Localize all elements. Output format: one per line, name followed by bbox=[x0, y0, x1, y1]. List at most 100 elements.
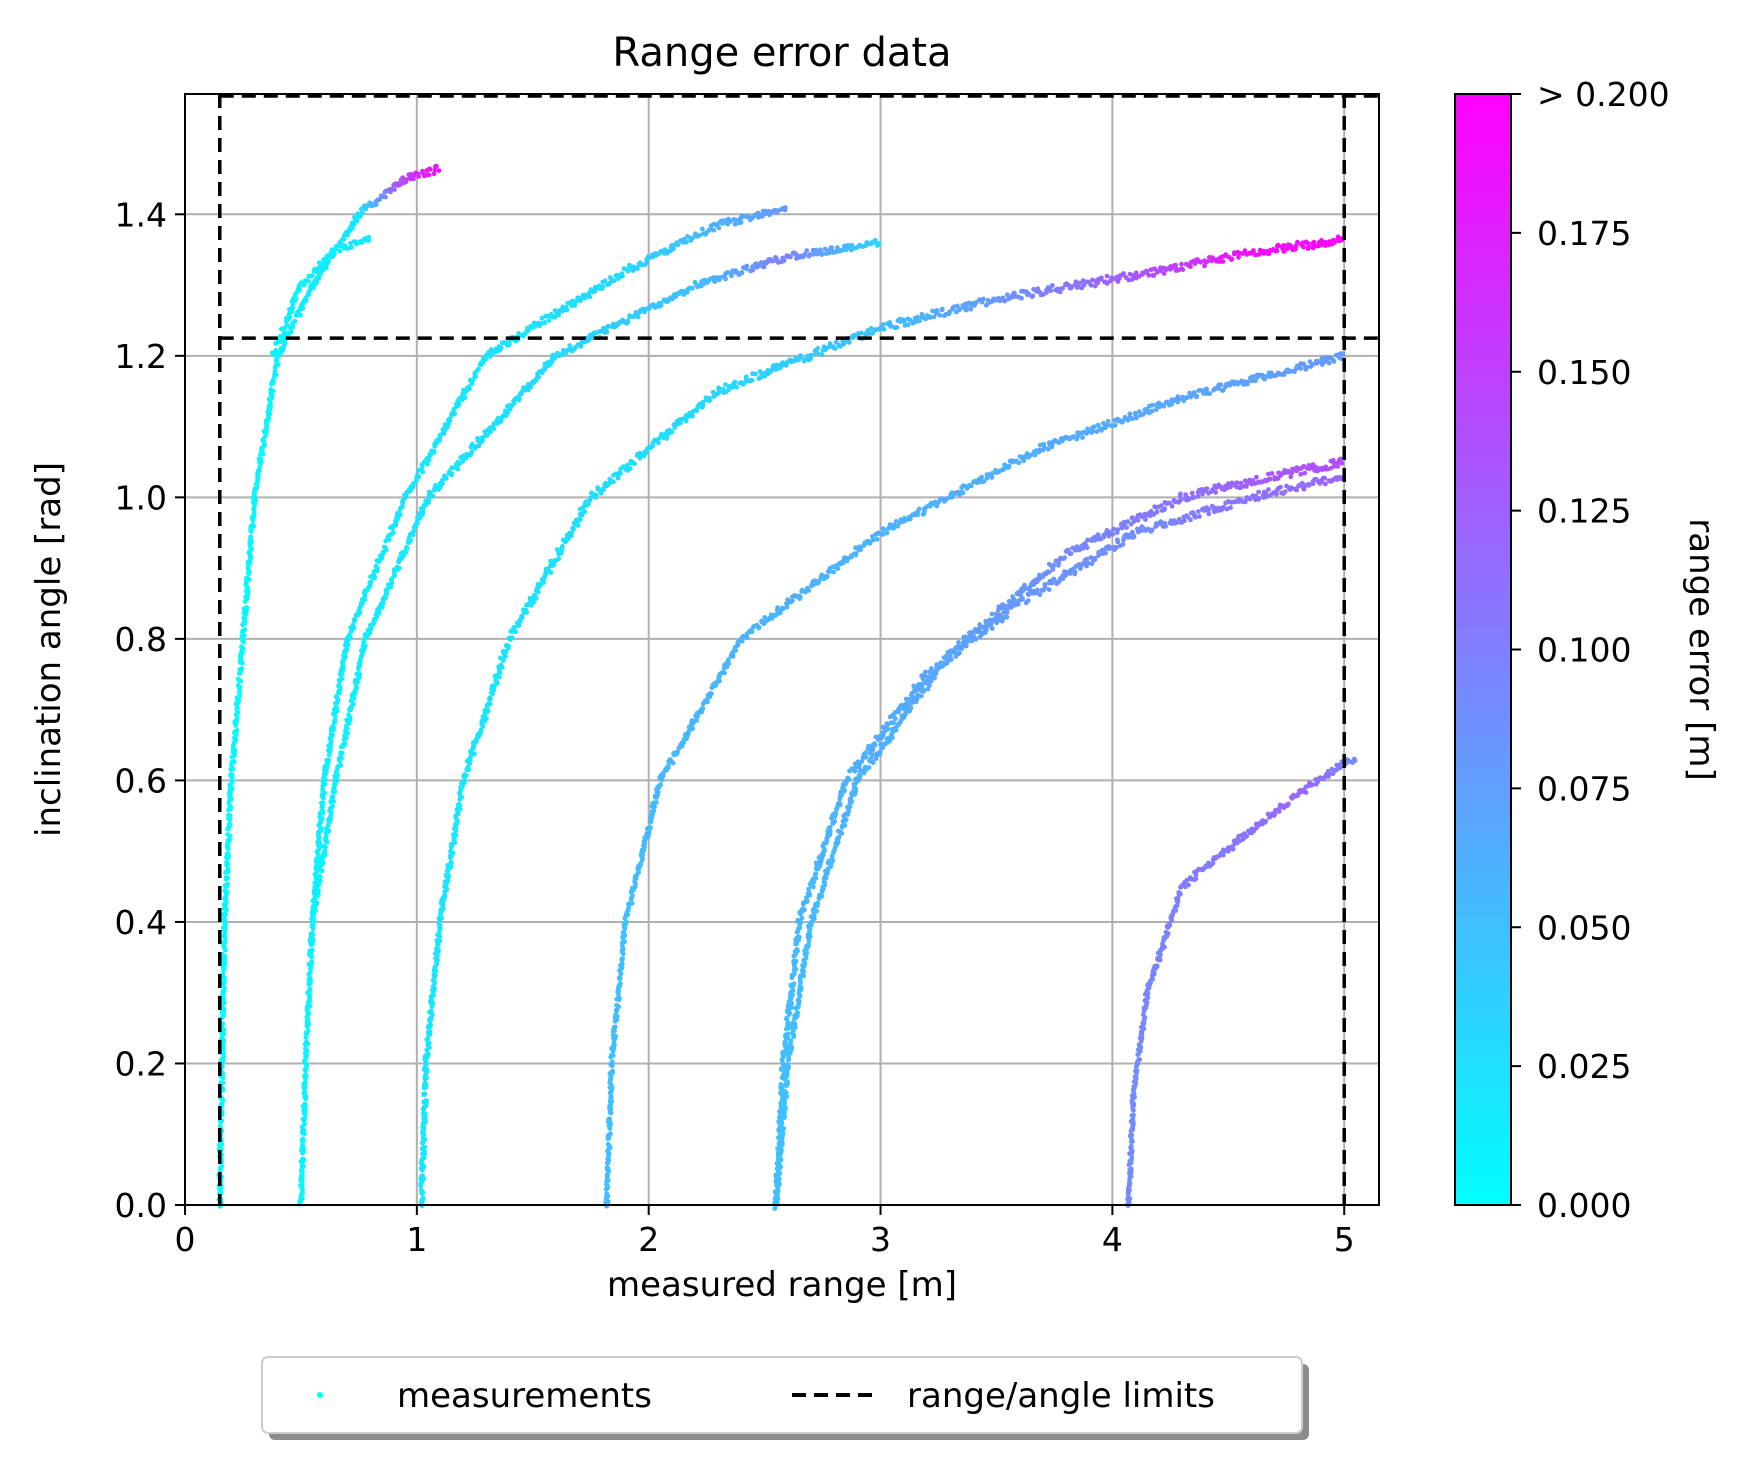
measurement-point bbox=[330, 733, 335, 738]
measurement-point bbox=[1278, 485, 1283, 490]
measurement-point bbox=[821, 849, 826, 854]
measurement-point bbox=[795, 949, 800, 954]
measurement-point bbox=[301, 1138, 306, 1143]
measurement-point bbox=[421, 1196, 426, 1201]
measurement-point bbox=[881, 322, 886, 327]
measurement-point bbox=[1283, 489, 1288, 494]
measurement-point bbox=[332, 789, 337, 794]
measurement-point bbox=[224, 863, 229, 868]
measurement-point bbox=[317, 821, 322, 826]
measurement-point bbox=[432, 986, 437, 991]
measurement-point bbox=[434, 164, 439, 169]
measurement-point bbox=[709, 691, 714, 696]
measurement-point bbox=[1127, 411, 1132, 416]
measurement-point bbox=[412, 529, 417, 534]
measurement-point bbox=[1274, 492, 1279, 497]
measurement-point bbox=[1331, 358, 1336, 363]
measurement-point bbox=[947, 311, 952, 316]
measurement-point bbox=[517, 623, 522, 628]
measurement-point bbox=[424, 1098, 429, 1103]
measurement-point bbox=[454, 833, 459, 838]
measurement-point bbox=[398, 512, 403, 517]
measurement-point bbox=[310, 931, 315, 936]
measurement-point bbox=[813, 872, 818, 877]
measurement-point bbox=[798, 354, 803, 359]
measurement-point bbox=[228, 834, 233, 839]
measurement-point bbox=[632, 461, 637, 466]
measurement-point bbox=[524, 608, 529, 613]
measurement-point bbox=[609, 1053, 614, 1058]
measurement-point bbox=[434, 946, 439, 951]
measurement-point bbox=[881, 725, 886, 730]
measurement-point bbox=[740, 639, 745, 644]
measurement-point bbox=[230, 778, 235, 783]
measurement-point bbox=[232, 751, 237, 756]
measurement-point bbox=[650, 813, 655, 818]
measurement-point bbox=[792, 958, 797, 963]
measurement-point bbox=[594, 493, 599, 498]
measurement-point bbox=[800, 916, 805, 921]
measurement-point bbox=[1301, 245, 1306, 250]
measurement-point bbox=[310, 948, 315, 953]
measurement-point bbox=[1327, 361, 1332, 366]
measurement-point bbox=[906, 322, 911, 327]
measurement-point bbox=[722, 670, 727, 675]
measurement-point bbox=[1043, 585, 1048, 590]
measurement-point bbox=[543, 574, 548, 579]
measurement-point bbox=[435, 954, 440, 959]
measurement-point bbox=[387, 537, 392, 542]
measurement-point bbox=[281, 331, 286, 336]
measurement-point bbox=[310, 273, 315, 278]
measurement-point bbox=[612, 1035, 617, 1040]
measurement-point bbox=[1298, 366, 1303, 371]
measurement-point bbox=[301, 1157, 306, 1162]
measurement-point bbox=[391, 530, 396, 535]
measurement-point bbox=[301, 1164, 306, 1169]
measurement-point bbox=[517, 397, 522, 402]
measurement-point bbox=[917, 507, 922, 512]
measurement-point bbox=[536, 590, 541, 595]
measurement-point bbox=[1019, 296, 1024, 301]
measurement-point bbox=[834, 807, 839, 812]
measurement-point bbox=[736, 643, 741, 648]
measurement-point bbox=[338, 750, 343, 755]
measurement-point bbox=[785, 1081, 790, 1086]
measurement-point bbox=[420, 1173, 425, 1178]
measurement-point bbox=[893, 716, 898, 721]
measurement-point bbox=[1050, 283, 1055, 288]
measurement-point bbox=[420, 1146, 425, 1151]
measurement-point bbox=[605, 330, 610, 335]
measurement-point bbox=[872, 743, 877, 748]
measurement-point bbox=[828, 829, 833, 834]
measurement-point bbox=[222, 966, 227, 971]
measurement-point bbox=[675, 750, 680, 755]
measurement-point bbox=[383, 195, 388, 200]
measurement-point bbox=[853, 769, 858, 774]
measurement-point bbox=[792, 981, 797, 986]
measurement-point bbox=[608, 1105, 613, 1110]
measurement-point bbox=[538, 321, 543, 326]
measurement-point bbox=[690, 414, 695, 419]
measurement-point bbox=[1266, 487, 1271, 492]
measurement-point bbox=[425, 1037, 430, 1042]
measurement-point bbox=[495, 681, 500, 686]
measurement-point bbox=[219, 1164, 224, 1169]
measurement-point bbox=[783, 205, 788, 210]
measurement-point bbox=[507, 341, 512, 346]
measurement-point bbox=[225, 882, 230, 887]
measurement-point bbox=[303, 1085, 308, 1090]
measurement-point bbox=[427, 173, 432, 178]
measurement-point bbox=[973, 637, 978, 642]
measurement-point bbox=[462, 778, 467, 783]
measurement-point bbox=[908, 517, 913, 522]
measurement-point bbox=[701, 706, 706, 711]
measurement-point bbox=[268, 403, 273, 408]
measurement-point bbox=[467, 386, 472, 391]
measurement-point bbox=[606, 1158, 611, 1163]
measurement-point bbox=[832, 819, 837, 824]
measurement-point bbox=[481, 724, 486, 729]
measurement-point bbox=[427, 1023, 432, 1028]
measurement-point bbox=[232, 759, 237, 764]
measurement-point bbox=[819, 352, 824, 357]
measurement-point bbox=[1188, 264, 1193, 269]
